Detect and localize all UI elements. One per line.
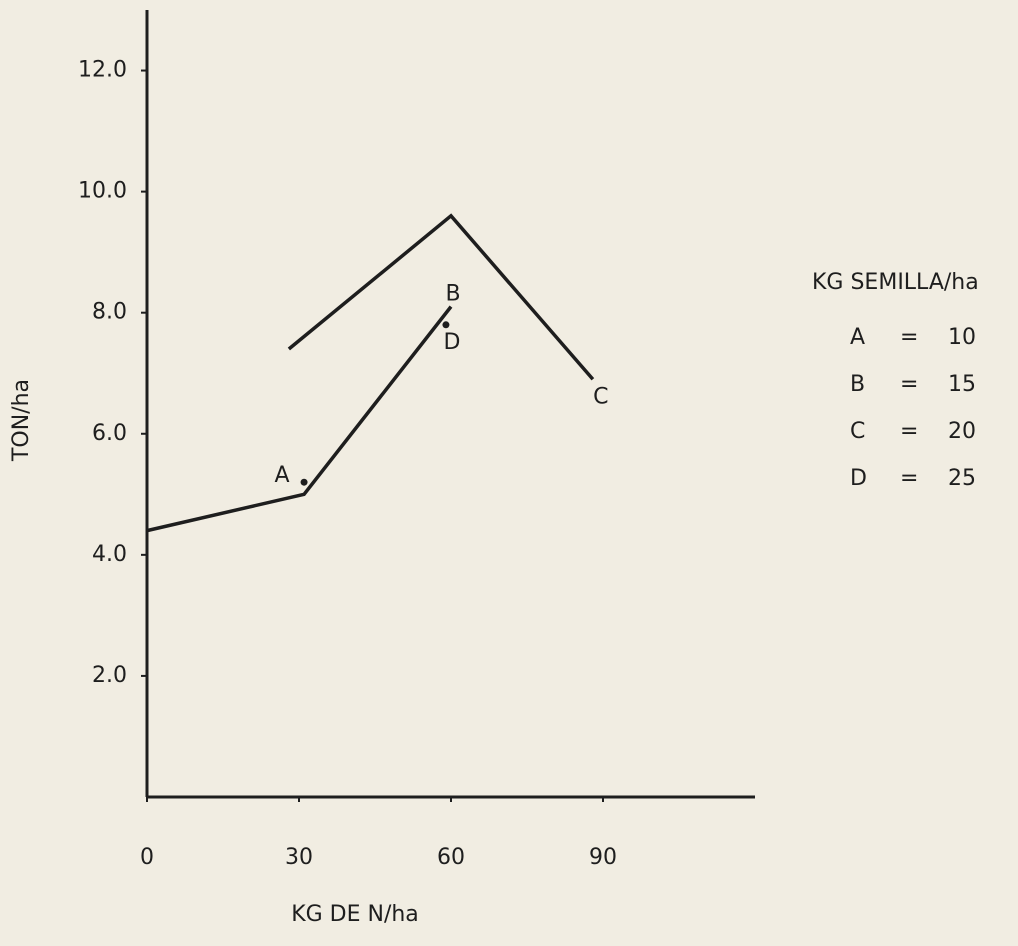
legend-key: C [850, 419, 865, 444]
legend-sign: = [900, 466, 918, 491]
legend-key: A [850, 325, 865, 350]
x-tick-label: 30 [285, 845, 313, 870]
y-tick-label: 12.0 [78, 58, 127, 83]
legend-sign: = [900, 419, 918, 444]
legend-sign: = [900, 372, 918, 397]
legend-key: D [850, 466, 867, 491]
y-tick-label: 10.0 [78, 179, 127, 204]
legend-value: 10 [948, 325, 976, 350]
y-tick-label: 2.0 [92, 663, 127, 688]
y-tick-label: 6.0 [92, 421, 127, 446]
data-line [287, 213, 595, 381]
annotation-label: C [593, 384, 608, 409]
annotation-label: D [443, 330, 460, 355]
legend-title: KG SEMILLA/ha [812, 270, 979, 295]
x-tick-label: 60 [437, 845, 465, 870]
annotation-dot [300, 478, 308, 486]
data-line [146, 305, 453, 533]
legend-value: 20 [948, 419, 976, 444]
annotation-label: A [275, 463, 290, 488]
x-tick-label: 0 [140, 845, 154, 870]
annotation-dot [442, 321, 450, 329]
legend-value: 25 [948, 466, 976, 491]
legend-sign: = [900, 325, 918, 350]
x-tick-label: 90 [589, 845, 617, 870]
x-axis-label: KG DE N/ha [291, 902, 419, 927]
y-axis-label: TON/ha [9, 379, 34, 462]
annotation-label: B [445, 282, 460, 307]
legend-key: B [850, 372, 865, 397]
y-tick-label: 8.0 [92, 300, 127, 325]
y-tick-label: 4.0 [92, 542, 127, 567]
legend-value: 15 [948, 372, 976, 397]
